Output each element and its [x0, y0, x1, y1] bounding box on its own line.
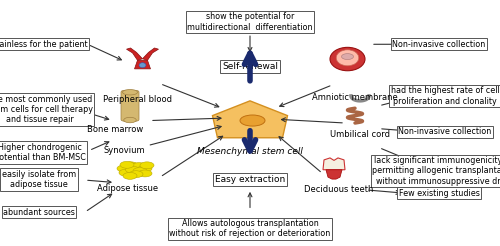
Text: Peripheral blood: Peripheral blood — [103, 95, 172, 104]
Text: Adipose tissue: Adipose tissue — [97, 184, 158, 193]
Circle shape — [342, 54, 353, 60]
Text: Deciduous teeth: Deciduous teeth — [304, 185, 374, 194]
Circle shape — [132, 163, 146, 169]
Text: Bone marrow: Bone marrow — [87, 125, 143, 134]
Text: lack significant immunogenicity for
permitting allogenic transplantation
without: lack significant immunogenicity for perm… — [372, 156, 500, 186]
Text: abundant sources: abundant sources — [3, 208, 75, 216]
Ellipse shape — [139, 63, 146, 68]
Circle shape — [129, 171, 143, 178]
Circle shape — [138, 170, 152, 177]
Text: Synovium: Synovium — [103, 146, 145, 154]
Ellipse shape — [122, 90, 138, 95]
Text: Mesenchymal stem cell: Mesenchymal stem cell — [197, 147, 303, 156]
Text: Few existing studies: Few existing studies — [398, 189, 479, 198]
Ellipse shape — [124, 117, 136, 123]
Polygon shape — [212, 101, 288, 138]
Polygon shape — [326, 170, 342, 179]
Text: Non-invasive collection: Non-invasive collection — [398, 127, 492, 136]
Text: The most commonly used
stem cells for cell therapy
and tissue repair: The most commonly used stem cells for ce… — [0, 94, 92, 124]
Circle shape — [123, 172, 137, 179]
Circle shape — [117, 165, 131, 172]
FancyBboxPatch shape — [121, 90, 139, 121]
Text: Umbilical cord: Umbilical cord — [330, 130, 390, 138]
Text: Painless for the patient: Painless for the patient — [0, 40, 88, 49]
Polygon shape — [142, 48, 158, 60]
Text: Amniotic membrane: Amniotic membrane — [312, 93, 398, 102]
Text: show the potential for
multidirectional  differentiation: show the potential for multidirectional … — [187, 13, 313, 32]
Circle shape — [133, 168, 147, 174]
Polygon shape — [134, 60, 150, 69]
Circle shape — [120, 161, 134, 168]
Text: Allows autologous transplantation
without risk of rejection or deterioration: Allows autologous transplantation withou… — [170, 219, 330, 238]
Circle shape — [119, 169, 133, 176]
Circle shape — [138, 165, 152, 172]
Circle shape — [126, 166, 140, 173]
Text: Self-renewal: Self-renewal — [222, 62, 278, 71]
Text: Non-invasive collection: Non-invasive collection — [392, 40, 486, 49]
Ellipse shape — [336, 50, 359, 66]
Circle shape — [140, 162, 154, 169]
Ellipse shape — [240, 115, 265, 126]
Text: easily isolate from
adipose tissue: easily isolate from adipose tissue — [2, 170, 76, 189]
Circle shape — [124, 162, 138, 169]
Polygon shape — [323, 158, 345, 170]
Text: Higher chondrogenic
potential than BM-MSC: Higher chondrogenic potential than BM-MS… — [0, 143, 86, 162]
Text: Easy extraction: Easy extraction — [215, 175, 285, 184]
Ellipse shape — [330, 47, 365, 71]
Polygon shape — [126, 48, 142, 60]
Text: had the highest rate of cell
proliferation and clonality: had the highest rate of cell proliferati… — [390, 86, 500, 106]
